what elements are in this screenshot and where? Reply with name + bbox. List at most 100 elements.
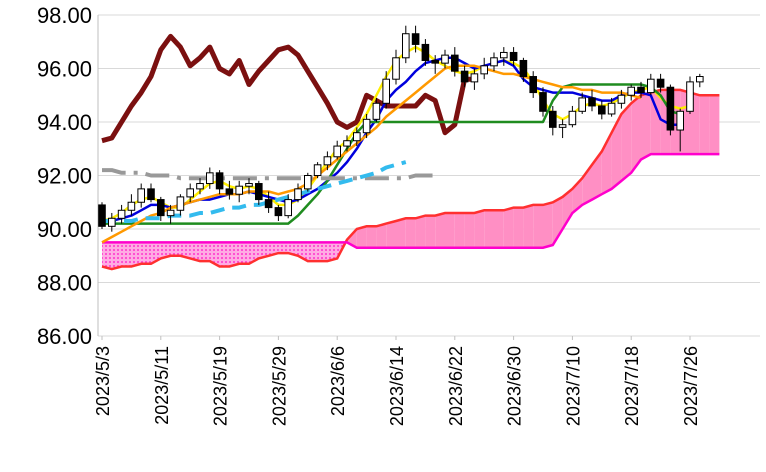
cloud-dots	[180, 242, 191, 259]
cloud-segment	[709, 95, 720, 155]
candle-body	[353, 132, 361, 142]
cloud-dots	[219, 242, 230, 267]
cloud-segment	[503, 207, 514, 248]
cloud-segment	[415, 215, 426, 248]
cloud-segment	[611, 113, 622, 189]
cloud-segment	[425, 215, 436, 248]
x-tick-label: 2023/5/11	[152, 346, 172, 425]
cloud-segment	[543, 202, 553, 248]
cloud-segment	[445, 212, 455, 248]
candle-body	[637, 86, 645, 94]
candle-body	[666, 86, 675, 131]
y-tick-label: 90.00	[37, 217, 92, 242]
candle-body	[529, 76, 538, 94]
cloud-segment	[474, 210, 485, 248]
candle-body	[264, 199, 273, 209]
cloud-dots	[239, 242, 249, 264]
candle-body	[245, 183, 253, 187]
candle-body	[509, 51, 518, 61]
candle-body	[127, 201, 136, 211]
candle-body	[558, 124, 567, 128]
candle-body	[647, 78, 655, 94]
candle-body	[441, 54, 449, 64]
candle-body	[549, 110, 557, 128]
candle-body	[294, 188, 302, 201]
series-line	[102, 168, 436, 181]
x-tick-label: 2023/6/30	[505, 346, 525, 426]
candle-body	[490, 57, 498, 67]
candle-body	[382, 78, 390, 104]
y-tick-label: 96.00	[37, 57, 92, 82]
candle-body	[578, 97, 587, 112]
candle-body	[117, 209, 126, 219]
candle-body	[196, 183, 204, 190]
cloud-dots	[278, 242, 289, 254]
cloud-segment	[641, 92, 651, 160]
x-tick-label: 2023/5/3	[93, 346, 113, 416]
candle-body	[323, 156, 332, 166]
x-tick-label: 2023/5/19	[211, 346, 231, 426]
y-tick-label: 88.00	[37, 271, 92, 296]
x-tick-label: 2023/6/14	[387, 346, 407, 426]
candle-body	[274, 207, 283, 217]
cloud-segment	[356, 226, 367, 248]
x-tick-label: 2023/5/29	[269, 346, 289, 426]
x-tick-label: 2023/6/22	[446, 346, 466, 426]
candle-body	[372, 102, 381, 120]
cloud-segment	[454, 212, 465, 248]
candle-body	[176, 196, 185, 211]
cloud-segment	[435, 212, 445, 248]
cloud-segment	[513, 207, 524, 248]
y-tick-label: 86.00	[37, 324, 92, 349]
candle-body	[225, 188, 234, 195]
candle-body	[362, 118, 371, 134]
candle-body	[460, 70, 469, 83]
candle-body	[617, 94, 626, 104]
candle-body	[686, 81, 694, 112]
candle-body	[304, 175, 312, 190]
candle-body	[519, 59, 528, 78]
cloud-dots	[317, 242, 328, 262]
candle-body	[284, 199, 292, 217]
leading-span-a	[101, 88, 720, 271]
candle-body	[333, 145, 341, 158]
cloud-dots	[111, 242, 122, 270]
candle-body	[500, 51, 508, 59]
cloud-segment	[366, 226, 377, 248]
cloud-segment	[386, 220, 396, 248]
candle-body	[411, 33, 420, 45]
candle-body	[186, 188, 194, 198]
series-line	[101, 33, 475, 144]
cloud-segment	[484, 210, 494, 248]
candle-body	[108, 217, 116, 227]
cloud-segment	[464, 212, 475, 248]
cloud-dots	[131, 242, 142, 267]
series-line	[102, 83, 681, 225]
x-tick-label: 2023/6/6	[328, 346, 348, 416]
cloud-segment	[523, 204, 534, 248]
y-tick-label: 92.00	[37, 164, 92, 189]
cloud-segment	[396, 218, 406, 248]
x-tick-label: 2023/7/26	[681, 346, 701, 426]
cloud-dots	[258, 242, 269, 259]
candle-body	[656, 78, 665, 88]
candle-body	[137, 188, 145, 203]
candle-body	[588, 97, 596, 107]
cloud-dots	[170, 242, 181, 256]
candle-body	[539, 92, 547, 112]
cloud-dots	[160, 242, 171, 259]
cloud-dots	[141, 242, 151, 264]
cloud-segment	[376, 223, 387, 248]
cloud-segment	[699, 95, 710, 155]
candle-body	[392, 57, 400, 80]
cloud-dots	[268, 242, 279, 256]
cloud-dots	[209, 242, 220, 267]
cloud-segment	[494, 210, 504, 248]
x-tick-label: 2023/7/18	[622, 346, 642, 426]
candle-body	[431, 59, 439, 64]
cloud-segment	[621, 103, 632, 181]
leading-span-b	[102, 152, 720, 249]
cloud-dots	[327, 242, 338, 262]
